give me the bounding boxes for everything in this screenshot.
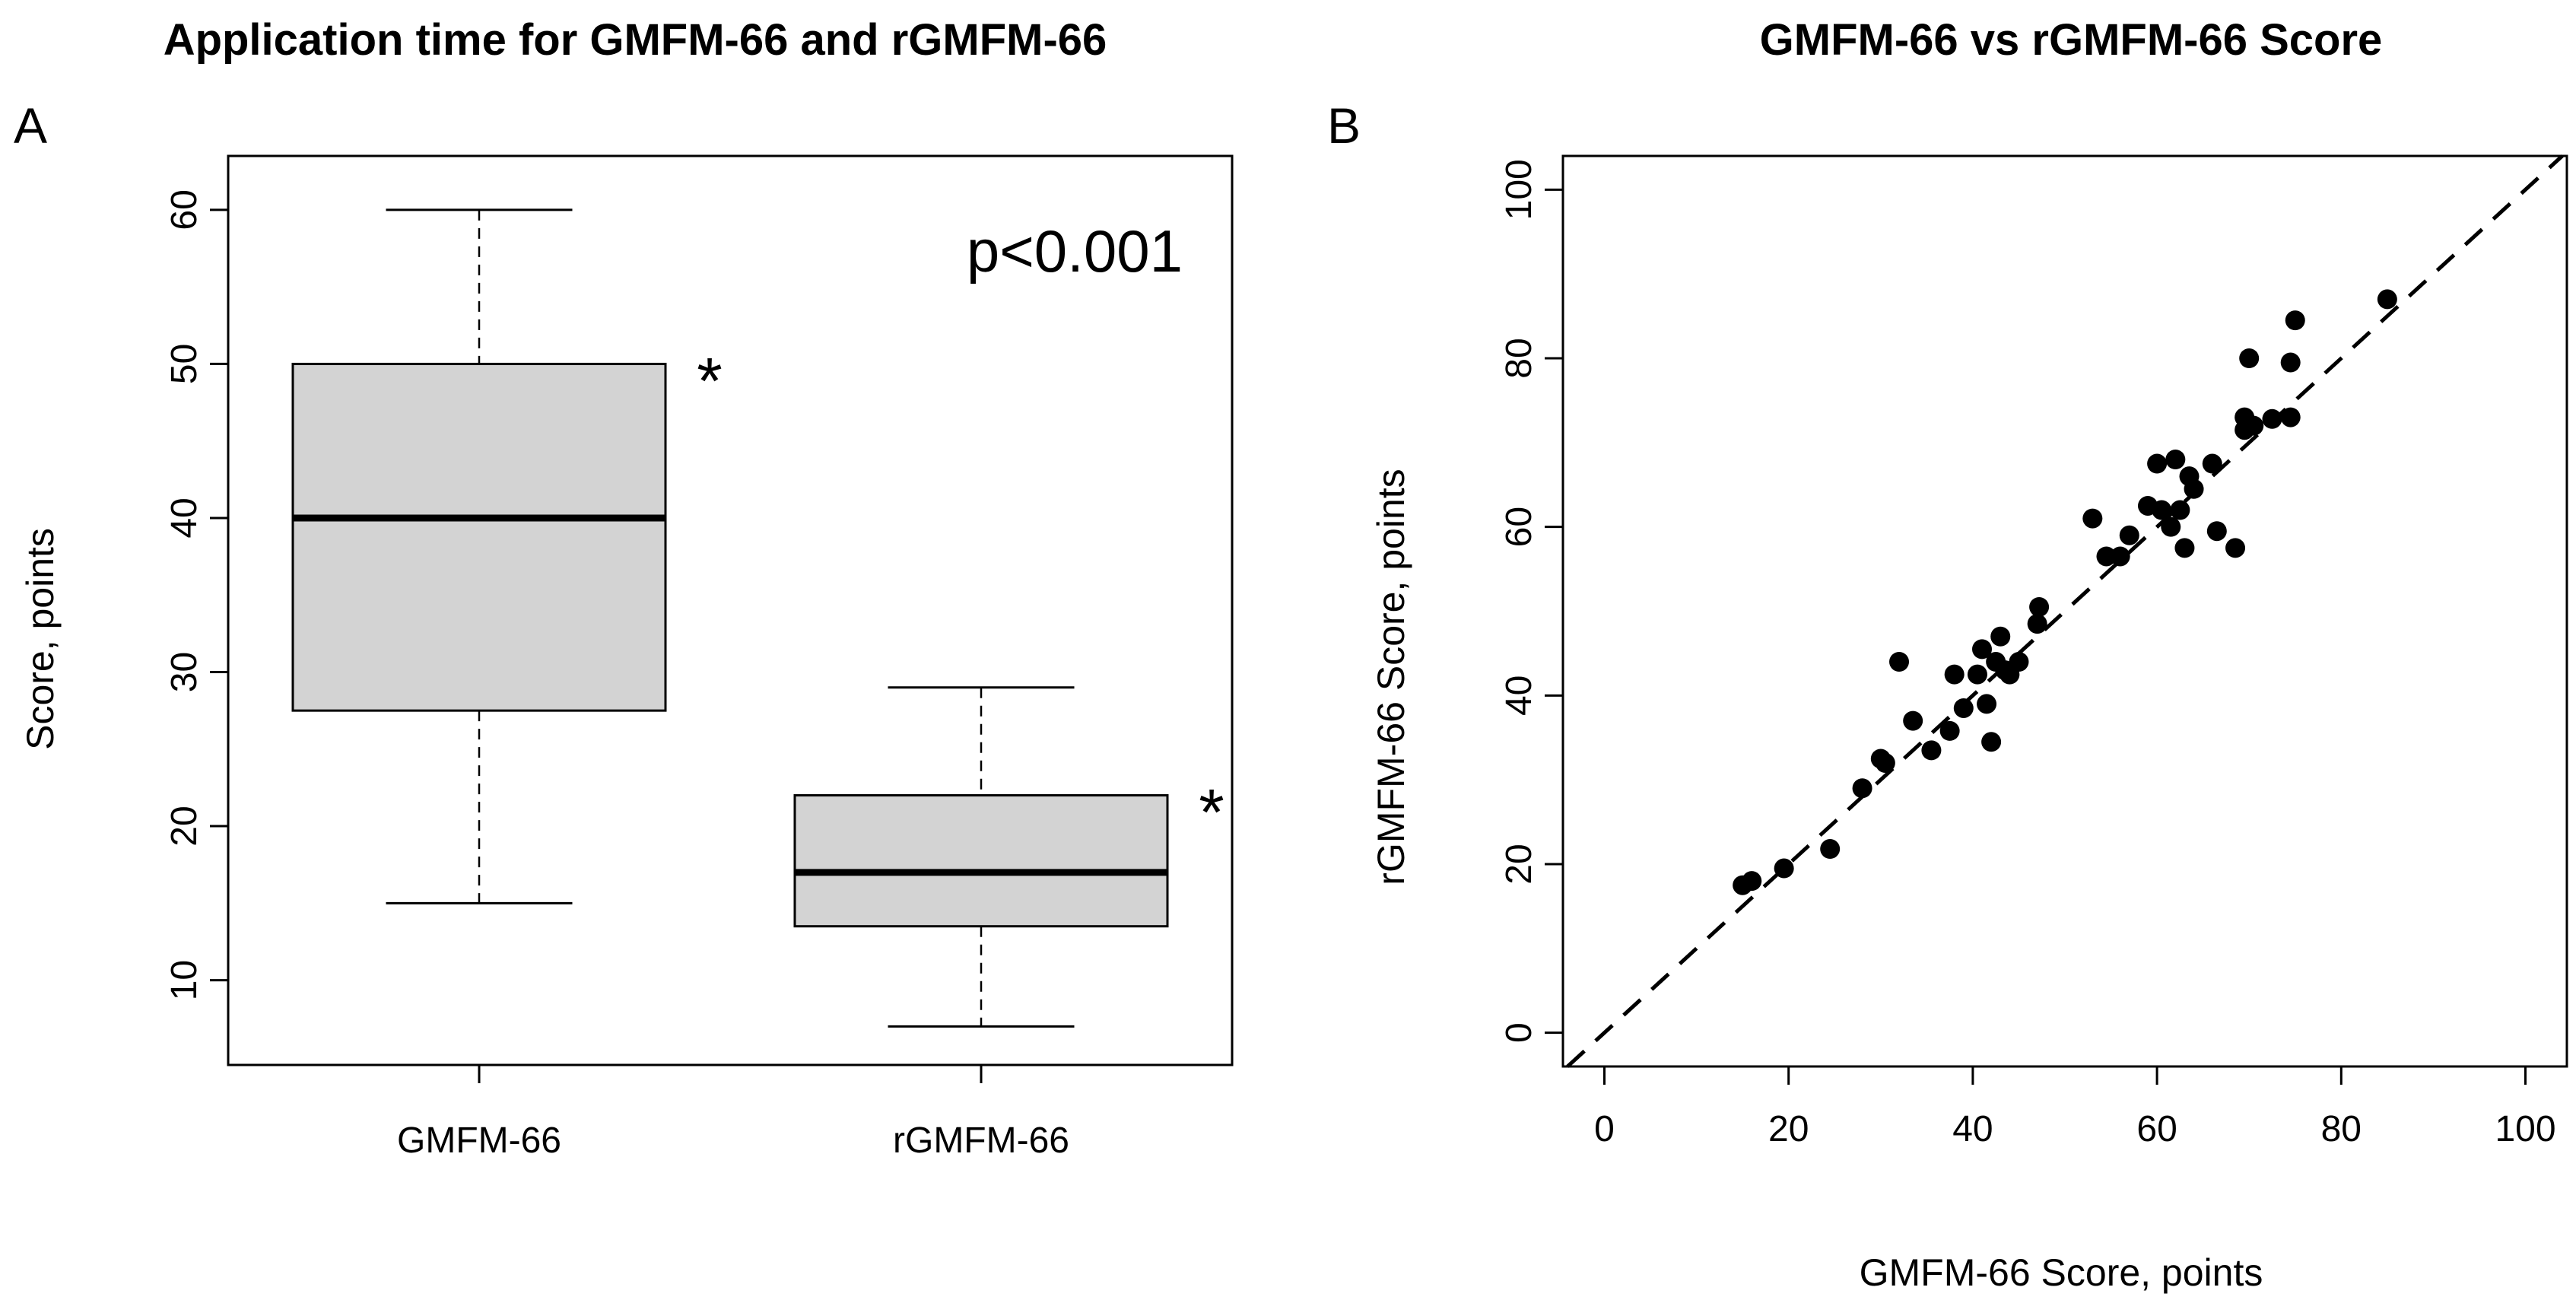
scatter-point <box>2110 546 2130 567</box>
scatter-point <box>2239 348 2260 368</box>
scatter-point <box>1990 626 2011 647</box>
scatter-point <box>1889 652 1910 672</box>
boxplot-panel: 10 20 30 40 50 60 GMFM-66 * rGMFM-66 * <box>164 154 1234 1161</box>
box-iqr <box>793 794 1169 928</box>
x-tick-label-b: 80 <box>2321 1109 2362 1149</box>
y-tick-label-b: 20 <box>1499 844 1539 884</box>
scatter-point <box>1944 664 1965 685</box>
scatter-point <box>2225 538 2246 558</box>
scatter-point <box>2280 407 2301 428</box>
y-tick-label-b: 60 <box>1499 507 1539 547</box>
y-tick-label-a: 30 <box>164 652 205 692</box>
x-tick-label-b: 60 <box>2136 1109 2177 1149</box>
scatter-point <box>1921 740 1942 761</box>
y-tick-label-b: 100 <box>1499 159 1539 220</box>
scatter-point <box>2029 596 2050 617</box>
y-tick-label-b: 40 <box>1499 675 1539 716</box>
scatter-point <box>1972 639 1993 660</box>
scatter-point <box>2174 538 2195 558</box>
scatter-point <box>2027 614 2047 634</box>
scatter-point <box>1981 732 2002 752</box>
scatter-point <box>2161 517 2181 537</box>
plot-frame-b <box>1561 154 2568 1068</box>
x-tick-label-b: 0 <box>1594 1109 1615 1149</box>
box-iqr <box>291 362 667 712</box>
scatter-point <box>2152 500 2172 520</box>
scatter-point <box>2119 525 2139 545</box>
y-axis-label-b: rGMFM-66 Score, points <box>1370 469 1412 885</box>
scatter-point <box>1875 753 1895 773</box>
title-b: GMFM-66 vs rGMFM-66 Score <box>1760 15 2383 65</box>
panel-label-a: A <box>14 97 47 154</box>
y-tick-label-b: 0 <box>1499 1022 1539 1043</box>
significance-star: * <box>697 345 722 418</box>
scatter-point <box>2244 415 2264 436</box>
y-tick-label-b: 80 <box>1499 338 1539 378</box>
y-tick-label-a: 10 <box>164 960 205 1000</box>
p-value-annotation: p<0.001 <box>967 218 1183 284</box>
scatter-point <box>2170 500 2190 520</box>
y-tick-label-a: 50 <box>164 344 205 384</box>
y-tick-label-a: 20 <box>164 806 205 846</box>
scatter-point <box>1939 720 1960 741</box>
y-tick-label-a: 40 <box>164 497 205 538</box>
scatter-point <box>1977 694 1997 714</box>
x-tick-label-b: 100 <box>2495 1109 2555 1149</box>
scatter-point <box>2082 508 2103 529</box>
scatter-point <box>1742 871 1762 892</box>
identity-reference-line <box>1566 154 2564 1068</box>
scatter-point <box>1953 698 1974 718</box>
scatter-point <box>1774 858 1794 879</box>
scatter-point <box>2202 453 2222 474</box>
x-tick-label-a: GMFM-66 <box>397 1120 561 1161</box>
scatter-point <box>1967 664 1987 685</box>
scatter-panel: 0 20 40 60 80 100 0 20 40 60 80 100 <box>1499 154 2568 1149</box>
scatter-point <box>2285 310 2305 331</box>
x-tick-label-b: 40 <box>1952 1109 1993 1149</box>
scatter-point <box>2262 408 2282 429</box>
title-a: Application time for GMFM-66 and rGMFM-6… <box>164 15 1107 65</box>
scatter-point <box>1903 710 1923 731</box>
panel-label-b: B <box>1327 97 1361 154</box>
x-tick-label-a: rGMFM-66 <box>893 1120 1069 1161</box>
scatter-point <box>2096 546 2117 567</box>
significance-star: * <box>1199 777 1224 850</box>
scatter-point <box>2165 450 2186 469</box>
scatter-point <box>2206 521 2227 542</box>
y-axis-label-a: Score, points <box>19 528 62 750</box>
scatter-point <box>1820 839 1841 860</box>
scatter-point <box>2184 478 2204 499</box>
scatter-point <box>1852 778 1872 799</box>
scatter-point <box>2009 652 2029 672</box>
x-tick-label-b: 20 <box>1768 1109 1809 1149</box>
y-tick-label-a: 60 <box>164 189 205 230</box>
scatter-point <box>2280 352 2301 373</box>
scatter-point <box>2377 289 2397 310</box>
scatter-point <box>2147 453 2168 474</box>
x-axis-label-b: GMFM-66 Score, points <box>1860 1251 2263 1294</box>
